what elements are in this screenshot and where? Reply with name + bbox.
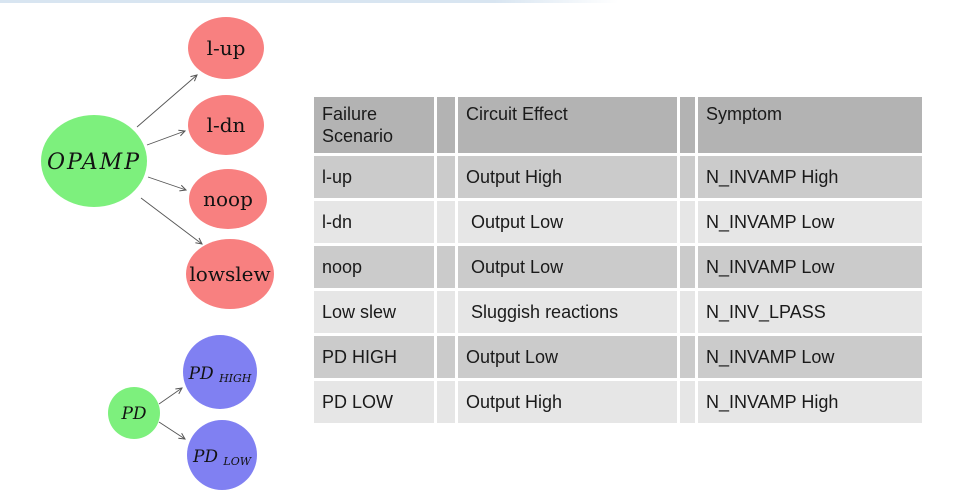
cell-failure: l-up [314,156,434,198]
node-pdlow-label: PD LOW [192,447,253,468]
cell-spacer [680,246,695,288]
node-noop-label: noop [203,187,253,211]
node-pd: PD [108,387,160,439]
cell-effect: Sluggish reactions [458,291,677,333]
header-spacer-2 [680,97,695,153]
cell-spacer [437,156,455,198]
node-pd-shape [108,387,160,439]
cell-symptom: N_INVAMP Low [698,246,922,288]
cell-spacer [680,201,695,243]
table-row: l-dn Output Low N_INVAMP Low [314,201,922,243]
node-noop: noop [189,169,267,229]
node-pdhigh-label-sub: HIGH [218,372,252,385]
cell-spacer [437,246,455,288]
cell-symptom: N_INVAMP Low [698,201,922,243]
node-pdlow-shape [187,420,257,490]
node-lup-label: l-up [207,36,246,60]
cell-spacer [437,201,455,243]
edge-opamp-ldn [146,129,187,146]
node-lowslew: lowslew [186,239,274,309]
cell-effect: Output Low [458,246,677,288]
node-pdlow: PD LOW [187,420,257,490]
cell-symptom: N_INV_LPASS [698,291,922,333]
node-pdhigh: PD HIGH [183,335,257,409]
table-row: PD HIGH Output Low N_INVAMP Low [314,336,922,378]
node-lup: l-up [188,17,264,79]
cell-symptom: N_INVAMP Low [698,336,922,378]
fault-tree-diagram: OPAMP l-up l-dn noop lowslew PD PD [41,17,274,490]
cell-effect: Output Low [458,201,677,243]
node-lowslew-label: lowslew [189,262,270,286]
window-top-edge-strip [0,0,618,3]
node-noop-shape [189,169,267,229]
table-row: l-up Output High N_INVAMP High [314,156,922,198]
node-opamp-shape [41,115,147,207]
edge-pd-pdlow [158,421,186,440]
cell-spacer [680,336,695,378]
cell-effect: Output Low [458,336,677,378]
node-pdlow-label-base: PD [192,447,218,467]
cell-symptom: N_INVAMP High [698,156,922,198]
edge-pd-pdhigh [158,387,183,405]
node-ldn-shape [188,95,264,155]
table-row: Low slew Sluggish reactions N_INV_LPASS [314,291,922,333]
cell-failure: l-dn [314,201,434,243]
cell-spacer [680,291,695,333]
node-pdhigh-label: PD HIGH [188,364,252,385]
cell-symptom: N_INVAMP High [698,381,922,423]
failure-scenario-table: Failure Scenario Circuit Effect Symptom … [311,94,925,426]
table-row: PD LOW Output High N_INVAMP High [314,381,922,423]
node-pdhigh-label-base: PD [188,364,214,384]
node-opamp-label: OPAMP [47,150,141,175]
table-row: noop Output Low N_INVAMP Low [314,246,922,288]
node-lowslew-shape [186,239,274,309]
cell-spacer [437,381,455,423]
node-pd-label: PD [120,404,146,424]
cell-failure: PD LOW [314,381,434,423]
table-header-row: Failure Scenario Circuit Effect Symptom [314,97,922,153]
cell-failure: noop [314,246,434,288]
edge-opamp-noop [147,176,188,192]
cell-effect: Output High [458,156,677,198]
edge-opamp-lup [136,74,198,128]
header-failure-scenario: Failure Scenario [314,97,434,153]
header-symptom: Symptom [698,97,922,153]
node-pdlow-label-sub: LOW [222,455,252,468]
edge-opamp-lowslew [140,197,203,245]
node-opamp: OPAMP [41,115,147,207]
cell-spacer [680,381,695,423]
node-ldn-label: l-dn [207,113,246,137]
cell-spacer [437,336,455,378]
header-spacer-1 [437,97,455,153]
node-pdhigh-shape [183,335,257,409]
cell-effect: Output High [458,381,677,423]
header-circuit-effect: Circuit Effect [458,97,677,153]
node-ldn: l-dn [188,95,264,155]
cell-spacer [437,291,455,333]
cell-spacer [680,156,695,198]
node-lup-shape [188,17,264,79]
cell-failure: Low slew [314,291,434,333]
opamp-tree-edges [136,74,203,245]
pd-tree-edges [158,387,186,440]
cell-failure: PD HIGH [314,336,434,378]
